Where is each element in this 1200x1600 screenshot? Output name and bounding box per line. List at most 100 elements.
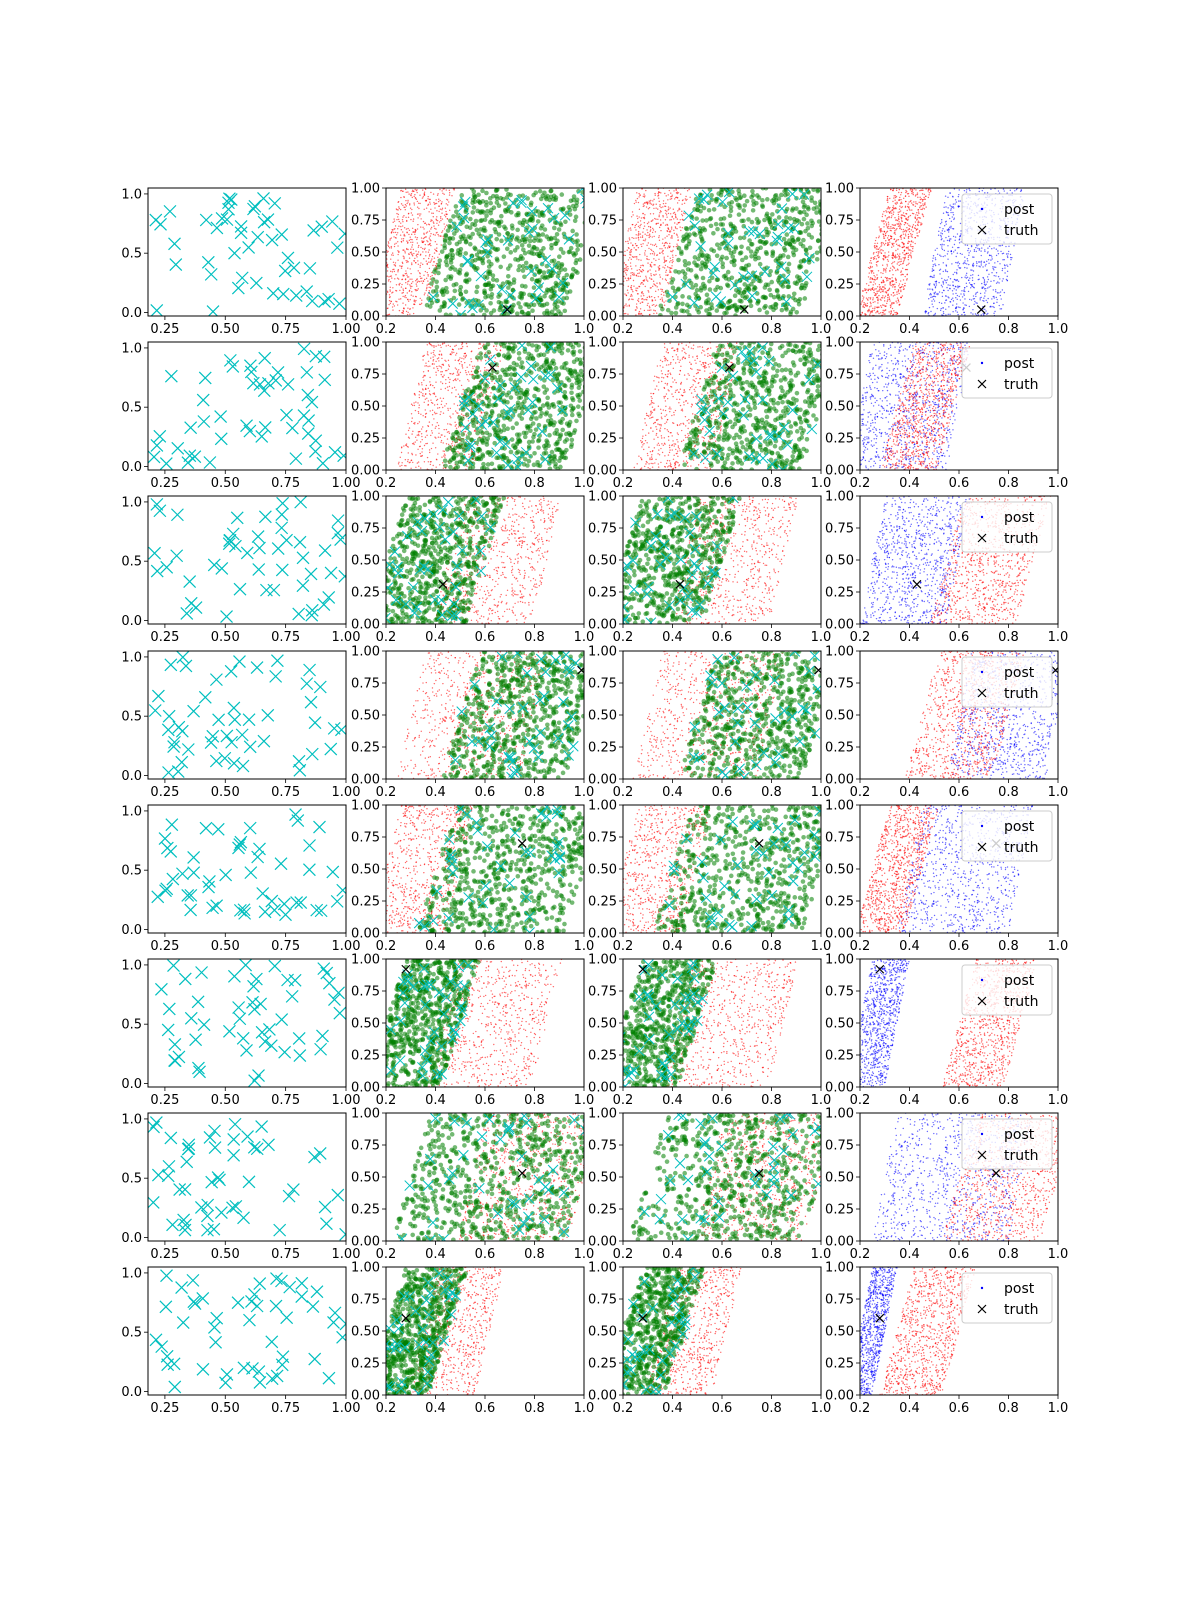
sample-point-red [412, 248, 415, 251]
sample-point-red [876, 310, 879, 312]
sample-point-green [536, 270, 542, 275]
sample-point-red [648, 247, 650, 250]
sample-point-green [749, 242, 755, 247]
sample-point-red [623, 313, 626, 315]
posterior-point [983, 297, 985, 299]
sample-point-green [783, 192, 788, 198]
design-point-marker [171, 441, 185, 455]
posterior-point [956, 233, 959, 235]
sample-point-red [396, 277, 399, 279]
sample-point-red [877, 254, 879, 256]
sample-point-red [906, 193, 909, 195]
design-point-marker [754, 228, 766, 240]
posterior-point [930, 296, 932, 299]
posterior-point [937, 292, 939, 295]
sample-point-red [388, 294, 391, 296]
sample-point-red [433, 261, 435, 263]
sample-point-red [907, 255, 910, 257]
posterior-point [993, 266, 995, 268]
sample-point-red [884, 295, 887, 297]
y-tick-label: 0.50 [588, 246, 617, 261]
posterior-point [963, 189, 966, 192]
sample-point-red [895, 311, 898, 314]
sample-point-red [444, 207, 447, 209]
posterior-point [946, 253, 949, 255]
sample-point-red [495, 345, 498, 347]
sample-point-red [462, 426, 464, 428]
posterior-point [963, 307, 965, 309]
sample-point-red [883, 237, 886, 239]
sample-point-red [868, 288, 871, 291]
sample-point-red [414, 197, 417, 199]
posterior-point [987, 247, 989, 249]
posterior-point [982, 244, 985, 246]
sample-point-red [891, 303, 893, 305]
sample-point-red [664, 247, 667, 249]
sample-point-red [907, 215, 910, 218]
sample-point-red [664, 209, 667, 212]
design-point-marker [222, 196, 235, 210]
sample-point-green [522, 250, 528, 256]
posterior-point [982, 313, 984, 315]
sample-point-red [644, 254, 646, 256]
sample-point-green [464, 224, 470, 230]
sample-point-red [665, 279, 668, 282]
sample-point-red [652, 280, 655, 282]
sample-point-red [880, 288, 882, 290]
sample-point-red [666, 266, 669, 268]
posterior-point [952, 203, 955, 205]
sample-point-red [892, 254, 894, 256]
sample-point-red [425, 260, 427, 262]
sample-point-red [686, 198, 688, 201]
posterior-point [965, 191, 968, 193]
sample-point-red [898, 255, 901, 258]
posterior-point [958, 246, 960, 249]
sample-point-red [873, 289, 875, 292]
posterior-point [952, 273, 954, 276]
posterior-point [954, 239, 956, 242]
sample-point-red [671, 259, 674, 261]
sample-point-red [675, 188, 677, 190]
sample-point-red [408, 233, 410, 236]
sample-point-green [739, 244, 744, 250]
design-point-marker [188, 450, 202, 464]
sample-point-green [456, 248, 461, 253]
sample-point-red [911, 236, 913, 238]
sample-point-green [593, 204, 598, 209]
posterior-point [933, 284, 936, 286]
sample-point-green [766, 230, 771, 235]
sample-point-red [675, 216, 677, 219]
posterior-point [927, 311, 930, 314]
design-point-marker [315, 220, 329, 234]
sample-point-green [515, 235, 520, 240]
sample-point-green [490, 273, 496, 278]
sample-point-red [411, 227, 414, 229]
sample-point-red [614, 302, 615, 303]
sample-point-red [390, 245, 393, 248]
sample-point-red [892, 227, 895, 229]
sample-point-green [790, 206, 796, 211]
sample-point-red [896, 312, 899, 315]
sample-point-red [648, 291, 650, 293]
sample-point-red [420, 246, 422, 249]
posterior-point [961, 253, 963, 256]
sample-point-red [437, 256, 439, 258]
sample-point-red [642, 265, 645, 267]
sample-point-red [649, 253, 652, 255]
design-point-marker [196, 393, 210, 407]
sample-point-green [706, 297, 711, 302]
sample-point-green [680, 294, 685, 299]
sample-point-green [491, 308, 497, 313]
sample-point-red [416, 200, 419, 203]
sample-point-green [515, 227, 520, 233]
sample-point-red [888, 239, 891, 241]
sample-point-red [419, 215, 421, 217]
sample-point-red [863, 296, 865, 298]
posterior-point [986, 192, 989, 194]
posterior-point [988, 286, 990, 288]
sample-point-red [631, 298, 633, 300]
sample-point-green [715, 284, 720, 290]
posterior-point [983, 288, 986, 290]
sample-point-red [423, 191, 426, 193]
y-tick-label: 1.0 [121, 187, 142, 202]
